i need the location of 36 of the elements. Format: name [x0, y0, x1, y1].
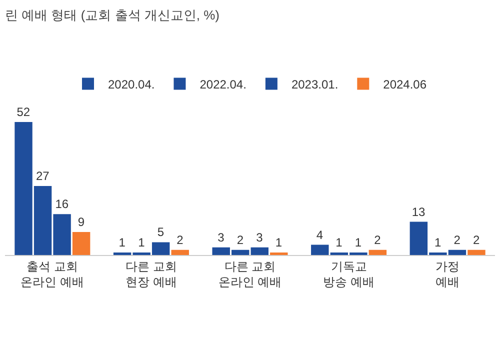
legend-label: 2024.06	[383, 77, 427, 92]
data-label: 2	[454, 232, 461, 247]
x-tick-label: 출석 교회 온라인 예배	[20, 259, 84, 289]
data-label: 1	[434, 235, 442, 250]
chart-title: 린 예배 형태 (교회 출석 개신교인, %)	[5, 7, 220, 22]
data-label: 4	[316, 228, 324, 242]
bar	[250, 247, 268, 255]
data-label: 1	[138, 235, 146, 250]
bar	[270, 252, 288, 255]
data-label: 1	[354, 235, 362, 250]
bar	[171, 250, 189, 255]
bar	[368, 250, 387, 255]
data-label: 3	[256, 230, 264, 244]
data-label: 2	[176, 232, 184, 247]
x-tick-label: 기독교 방송 예배	[323, 259, 374, 289]
data-label: 16	[55, 197, 69, 212]
data-label: 2	[236, 232, 244, 247]
data-label: 13	[412, 204, 426, 219]
data-label: 9	[78, 214, 85, 229]
x-tick-label: 가정 예배	[436, 259, 460, 289]
data-label: 5	[157, 225, 164, 240]
data-label: 3	[218, 230, 225, 244]
data-label: 2	[472, 232, 480, 247]
data-label: 1	[336, 235, 343, 250]
bar	[72, 232, 90, 255]
data-label: 52	[16, 105, 30, 119]
data-label: 1	[118, 235, 126, 250]
legend-label: 2020.04.	[108, 77, 155, 92]
x-tick-label: 다른 교회 현장 예배	[126, 259, 177, 289]
data-label: 1	[275, 235, 282, 250]
legend-label: 2023.01.	[291, 77, 338, 92]
bar	[468, 250, 486, 255]
data-label: 2	[374, 232, 382, 247]
x-tick-label: 다른 교회 온라인 예배	[218, 259, 282, 289]
data-label: 27	[36, 168, 50, 183]
legend-label: 2022.04.	[200, 77, 246, 92]
